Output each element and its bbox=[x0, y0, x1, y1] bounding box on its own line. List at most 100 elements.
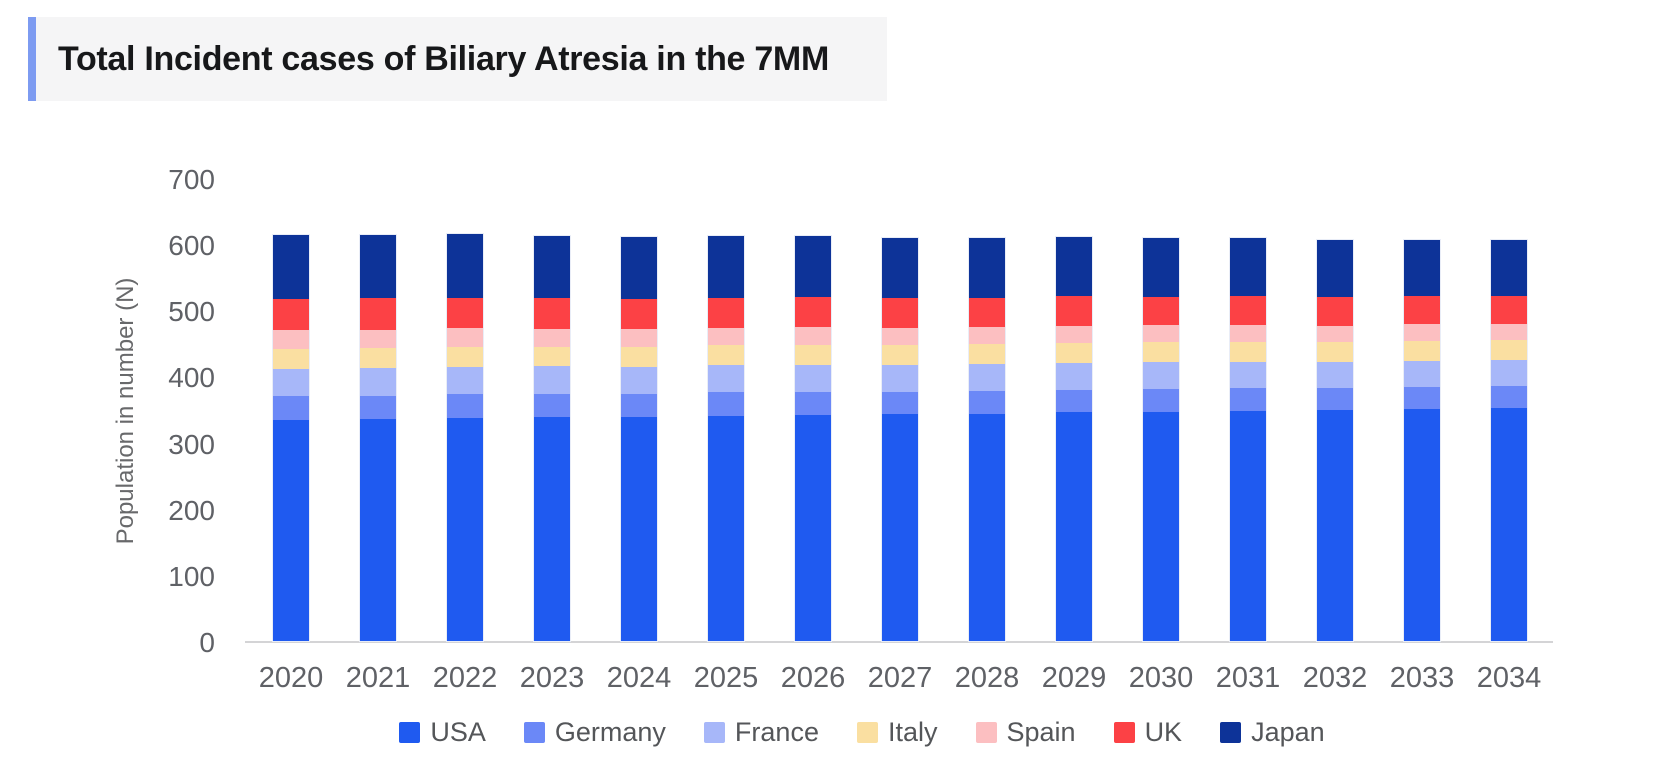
bar-segment-usa-2028[interactable] bbox=[969, 413, 1005, 641]
bar-segment-japan-2020[interactable] bbox=[273, 234, 309, 300]
bar-segment-germany-2024[interactable] bbox=[621, 393, 657, 417]
bar-segment-germany-2027[interactable] bbox=[882, 391, 918, 415]
bar-segment-uk-2031[interactable] bbox=[1230, 296, 1266, 325]
bar-segment-usa-2030[interactable] bbox=[1143, 411, 1179, 641]
bar-segment-usa-2031[interactable] bbox=[1230, 410, 1266, 641]
bar-segment-italy-2029[interactable] bbox=[1056, 342, 1092, 363]
bar-segment-uk-2029[interactable] bbox=[1056, 296, 1092, 326]
bar-segment-spain-2021[interactable] bbox=[360, 329, 396, 349]
bar-segment-italy-2024[interactable] bbox=[621, 346, 657, 367]
bar-segment-france-2032[interactable] bbox=[1317, 361, 1353, 389]
bar-segment-germany-2030[interactable] bbox=[1143, 389, 1179, 412]
bar-segment-germany-2021[interactable] bbox=[360, 395, 396, 420]
bar-segment-spain-2023[interactable] bbox=[534, 328, 570, 347]
bar-segment-germany-2028[interactable] bbox=[969, 391, 1005, 414]
bar-segment-usa-2021[interactable] bbox=[360, 419, 396, 641]
legend-item-italy[interactable]: Italy bbox=[856, 717, 938, 748]
bar-segment-japan-2028[interactable] bbox=[969, 237, 1005, 298]
bar-segment-uk-2020[interactable] bbox=[273, 299, 309, 331]
bar-segment-japan-2034[interactable] bbox=[1491, 239, 1527, 296]
bar-segment-usa-2023[interactable] bbox=[534, 417, 570, 641]
bar-segment-germany-2022[interactable] bbox=[447, 394, 483, 419]
bar-segment-japan-2022[interactable] bbox=[447, 234, 483, 298]
bar-segment-italy-2031[interactable] bbox=[1230, 342, 1266, 362]
bar-segment-japan-2026[interactable] bbox=[795, 236, 831, 298]
bar-segment-italy-2026[interactable] bbox=[795, 344, 831, 365]
bar-segment-spain-2031[interactable] bbox=[1230, 324, 1266, 343]
bar-segment-japan-2021[interactable] bbox=[360, 234, 396, 299]
bar-segment-germany-2029[interactable] bbox=[1056, 389, 1092, 413]
bar-segment-france-2026[interactable] bbox=[795, 364, 831, 392]
bar-segment-italy-2025[interactable] bbox=[708, 345, 744, 366]
bar-segment-germany-2026[interactable] bbox=[795, 391, 831, 415]
bar-segment-france-2034[interactable] bbox=[1491, 359, 1527, 387]
bar-segment-usa-2032[interactable] bbox=[1317, 410, 1353, 641]
bar-segment-usa-2034[interactable] bbox=[1491, 408, 1527, 641]
bar-segment-italy-2030[interactable] bbox=[1143, 342, 1179, 362]
bar-segment-japan-2025[interactable] bbox=[708, 236, 744, 298]
legend-item-usa[interactable]: USA bbox=[399, 717, 486, 748]
bar-segment-spain-2020[interactable] bbox=[273, 330, 309, 349]
legend-item-japan[interactable]: Japan bbox=[1220, 717, 1325, 748]
bar-segment-japan-2033[interactable] bbox=[1404, 239, 1440, 297]
bar-segment-france-2031[interactable] bbox=[1230, 361, 1266, 389]
bar-segment-uk-2033[interactable] bbox=[1404, 296, 1440, 325]
bar-segment-italy-2023[interactable] bbox=[534, 346, 570, 367]
bar-segment-uk-2027[interactable] bbox=[882, 298, 918, 328]
legend-item-germany[interactable]: Germany bbox=[523, 717, 666, 748]
bar-segment-uk-2034[interactable] bbox=[1491, 295, 1527, 324]
bar-segment-spain-2022[interactable] bbox=[447, 328, 483, 347]
bar-segment-japan-2031[interactable] bbox=[1230, 238, 1266, 297]
bar-segment-spain-2025[interactable] bbox=[708, 327, 744, 346]
bar-segment-france-2027[interactable] bbox=[882, 364, 918, 392]
bar-segment-spain-2033[interactable] bbox=[1404, 324, 1440, 341]
legend-item-france[interactable]: France bbox=[703, 717, 819, 748]
bar-segment-japan-2029[interactable] bbox=[1056, 236, 1092, 297]
bar-segment-spain-2027[interactable] bbox=[882, 327, 918, 345]
bar-segment-uk-2025[interactable] bbox=[708, 297, 744, 328]
bar-segment-usa-2029[interactable] bbox=[1056, 412, 1092, 641]
bar-segment-italy-2033[interactable] bbox=[1404, 340, 1440, 361]
bar-segment-uk-2021[interactable] bbox=[360, 298, 396, 330]
bar-segment-japan-2030[interactable] bbox=[1143, 237, 1179, 297]
bar-segment-germany-2020[interactable] bbox=[273, 396, 309, 421]
bar-segment-spain-2030[interactable] bbox=[1143, 324, 1179, 343]
bar-segment-usa-2027[interactable] bbox=[882, 414, 918, 641]
bar-segment-germany-2031[interactable] bbox=[1230, 388, 1266, 411]
bar-segment-usa-2020[interactable] bbox=[273, 420, 309, 641]
bar-segment-japan-2024[interactable] bbox=[621, 236, 657, 300]
bar-segment-japan-2027[interactable] bbox=[882, 237, 918, 299]
bar-segment-usa-2025[interactable] bbox=[708, 415, 744, 641]
legend-item-uk[interactable]: UK bbox=[1113, 717, 1182, 748]
bar-segment-france-2023[interactable] bbox=[534, 366, 570, 395]
bar-segment-italy-2027[interactable] bbox=[882, 344, 918, 365]
bar-segment-italy-2032[interactable] bbox=[1317, 342, 1353, 362]
bar-segment-uk-2026[interactable] bbox=[795, 297, 831, 327]
bar-segment-spain-2024[interactable] bbox=[621, 328, 657, 347]
bar-segment-uk-2032[interactable] bbox=[1317, 297, 1353, 326]
bar-segment-germany-2023[interactable] bbox=[534, 394, 570, 418]
bar-segment-germany-2033[interactable] bbox=[1404, 387, 1440, 409]
bar-segment-italy-2034[interactable] bbox=[1491, 340, 1527, 360]
bar-segment-france-2033[interactable] bbox=[1404, 360, 1440, 388]
bar-segment-usa-2026[interactable] bbox=[795, 414, 831, 641]
bar-segment-italy-2022[interactable] bbox=[447, 346, 483, 367]
bar-segment-spain-2029[interactable] bbox=[1056, 325, 1092, 343]
bar-segment-uk-2022[interactable] bbox=[447, 297, 483, 329]
bar-segment-france-2020[interactable] bbox=[273, 368, 309, 397]
bar-segment-france-2030[interactable] bbox=[1143, 361, 1179, 389]
bar-segment-germany-2034[interactable] bbox=[1491, 386, 1527, 409]
bar-segment-usa-2022[interactable] bbox=[447, 418, 483, 641]
bar-segment-spain-2032[interactable] bbox=[1317, 325, 1353, 343]
bar-segment-france-2024[interactable] bbox=[621, 366, 657, 394]
bar-segment-spain-2028[interactable] bbox=[969, 326, 1005, 345]
bar-segment-usa-2024[interactable] bbox=[621, 416, 657, 641]
bar-segment-italy-2021[interactable] bbox=[360, 348, 396, 368]
bar-segment-france-2028[interactable] bbox=[969, 363, 1005, 391]
bar-segment-italy-2028[interactable] bbox=[969, 344, 1005, 364]
bar-segment-uk-2024[interactable] bbox=[621, 299, 657, 329]
bar-segment-uk-2030[interactable] bbox=[1143, 296, 1179, 325]
bar-segment-france-2029[interactable] bbox=[1056, 362, 1092, 390]
bar-segment-france-2022[interactable] bbox=[447, 366, 483, 395]
bar-segment-japan-2023[interactable] bbox=[534, 235, 570, 299]
